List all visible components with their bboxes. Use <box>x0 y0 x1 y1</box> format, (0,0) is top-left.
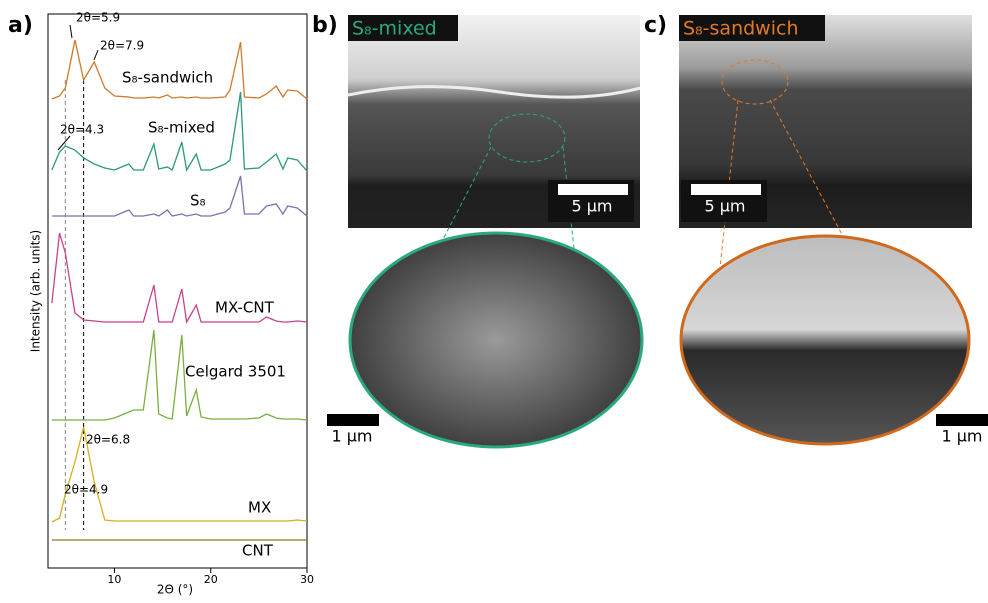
zoom-image <box>681 236 969 444</box>
annotation: 2θ=4.3 <box>60 123 104 137</box>
sem-panel-c: S₈-sandwich 5 μm 1 μm <box>679 15 988 446</box>
series-label: CNT <box>242 542 274 560</box>
scale-label: 5 μm <box>571 197 612 216</box>
scale-bar <box>327 414 379 426</box>
scale-bar <box>936 414 988 426</box>
sem-panel-b: S₈-mixed 5 μm 1 μm <box>327 15 642 447</box>
xrd-trace <box>52 176 307 216</box>
panel-label: c) <box>644 13 667 38</box>
sem-label: S₈-mixed <box>352 18 437 40</box>
zoom-image <box>350 233 642 447</box>
series-label: MX <box>248 499 271 517</box>
annotation: 2θ=5.9 <box>76 11 120 25</box>
series-label: S₈-mixed <box>148 119 215 137</box>
annotation: 2θ=4.9 <box>64 483 108 497</box>
scale-label: 5 μm <box>704 197 745 216</box>
series-label: MX-CNT <box>215 299 275 317</box>
series-label: S₈-sandwich <box>122 69 213 87</box>
annotation: 2θ=7.9 <box>100 39 144 53</box>
annotation: 2θ=6.8 <box>86 433 130 447</box>
series-label: S₈ <box>190 192 206 210</box>
sem-label: S₈-sandwich <box>683 18 798 40</box>
series-label: Celgard 3501 <box>185 363 286 381</box>
scale-bar <box>691 184 761 195</box>
scale-bar <box>558 184 628 195</box>
scale-label: 1 μm <box>941 427 982 446</box>
x-tick-label: 20 <box>204 573 218 586</box>
figure: a) b) c) 2Θ (°) Intensity (arb. units) S… <box>0 0 988 599</box>
annotation-arrow <box>94 50 98 60</box>
x-axis-label: 2Θ (°) <box>157 583 193 597</box>
panel-label: b) <box>312 13 338 38</box>
scale-label: 1 μm <box>331 427 372 446</box>
x-tick-label: 10 <box>107 573 121 586</box>
x-tick-label: 30 <box>300 573 314 586</box>
annotation-arrow <box>70 25 72 38</box>
y-axis-label: Intensity (arb. units) <box>29 230 43 352</box>
panel-label: a) <box>8 13 33 38</box>
